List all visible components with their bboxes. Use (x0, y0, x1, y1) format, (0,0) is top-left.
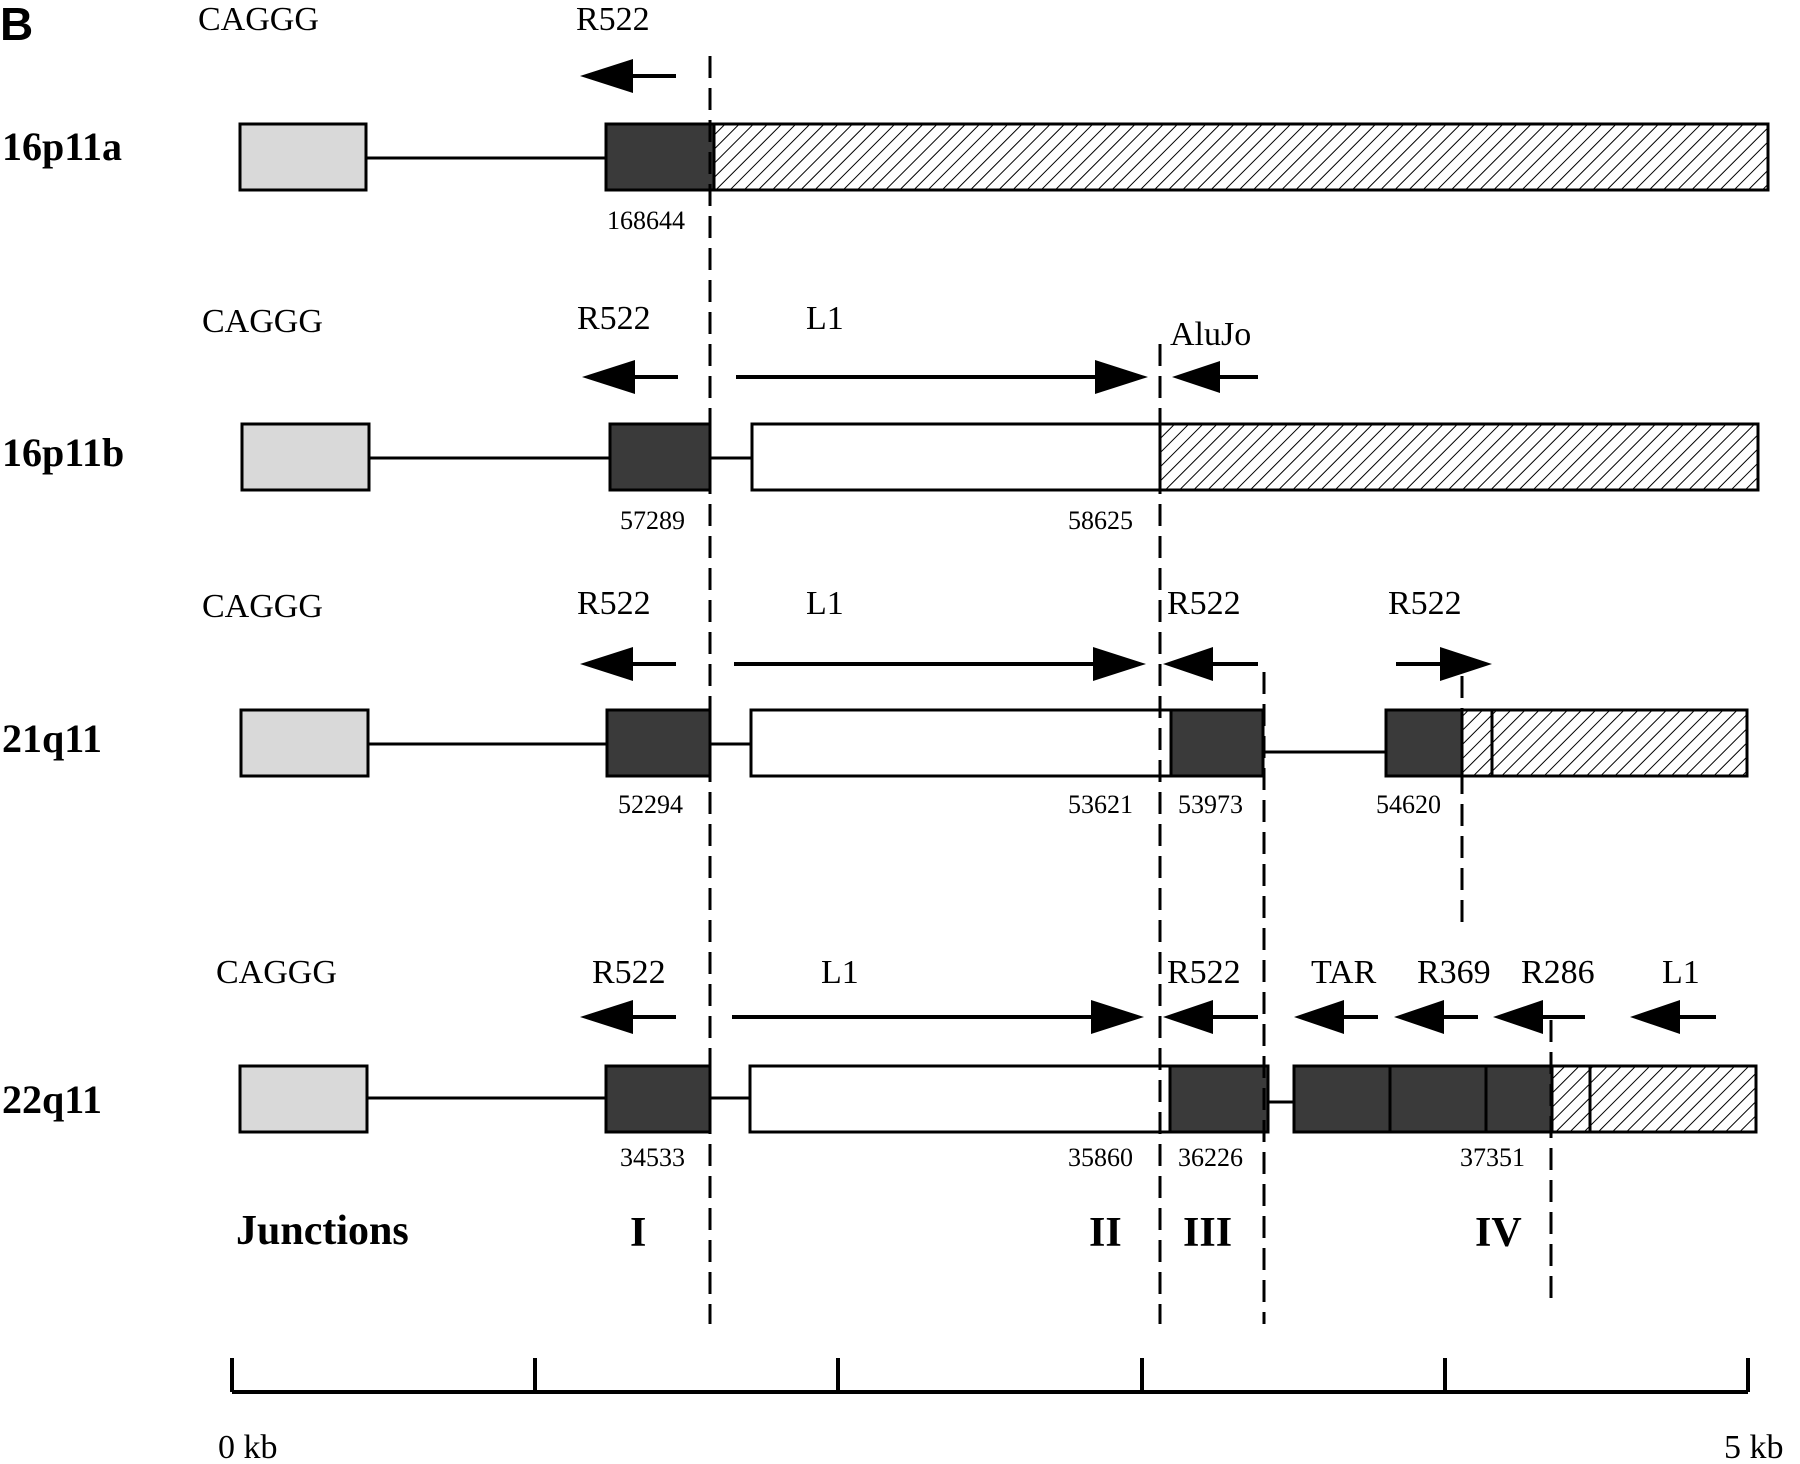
row-22q11: 22q11 CAGGG R522 L1 R522 TAR R369 R286 L… (2, 954, 1758, 1172)
position-label: 57289 (620, 506, 685, 535)
l1-box (748, 1064, 1172, 1134)
r522-box (604, 122, 716, 192)
l1-label: L1 (821, 954, 859, 991)
r522-mid-label: R522 (1167, 954, 1241, 991)
position-label: 35860 (1068, 1143, 1133, 1172)
hatched-region (712, 122, 1770, 192)
hatched-region-small (1550, 1064, 1592, 1134)
hatched-region (1490, 708, 1749, 778)
r522-mid-box (1169, 708, 1265, 778)
hatched-region-small (1460, 708, 1494, 778)
row-label: 22q11 (2, 1077, 102, 1122)
r286-box (1484, 1064, 1554, 1134)
l1-arrow (734, 647, 1146, 681)
r369-label: R369 (1417, 954, 1491, 991)
caggg-label: CAGGG (202, 588, 323, 625)
r522-right-box (1384, 708, 1464, 778)
scale-end-label: 5 kb (1724, 1429, 1784, 1464)
l1-label: L1 (806, 300, 844, 337)
row-label: 21q11 (2, 716, 102, 761)
l1-box (750, 422, 1162, 492)
r522-label: R522 (577, 300, 651, 337)
junction-label-II: II (1089, 1210, 1122, 1256)
position-label: 52294 (618, 790, 683, 819)
r522-box (608, 422, 712, 492)
l1-box (749, 708, 1173, 778)
position-label: 37351 (1460, 1143, 1525, 1172)
caggg-box (238, 1064, 369, 1134)
r522-mid-arrow (1163, 1000, 1258, 1034)
scale-start-label: 0 kb (218, 1429, 278, 1464)
scale-bar (230, 1358, 1750, 1394)
junction-labels: Junctions I II III IV (236, 1208, 1522, 1256)
r522-mid-label: R522 (1167, 585, 1241, 622)
tar-box (1292, 1064, 1392, 1134)
r522-arrow (580, 59, 676, 93)
l1-label: L1 (806, 585, 844, 622)
r286-arrow (1493, 1000, 1585, 1034)
r369-box (1388, 1064, 1488, 1134)
position-label: 53973 (1178, 790, 1243, 819)
r522-mid-arrow (1163, 647, 1258, 681)
r286-label: R286 (1521, 954, 1595, 991)
position-label: 168644 (607, 206, 685, 235)
row-label: 16p11a (2, 124, 122, 169)
r522-right-label: R522 (1388, 585, 1462, 622)
panel-letter: B (0, 0, 33, 50)
junctions-title: Junctions (236, 1208, 409, 1254)
l1-right-label: L1 (1662, 954, 1700, 991)
r522-right-arrow (1396, 647, 1492, 681)
caggg-box (240, 422, 371, 492)
r522-arrow (580, 1000, 676, 1034)
r522-box (605, 708, 712, 778)
caggg-label: CAGGG (198, 1, 319, 38)
tar-label: TAR (1311, 954, 1377, 991)
caggg-label: CAGGG (202, 303, 323, 340)
position-label: 34533 (620, 1143, 685, 1172)
position-label: 36226 (1178, 1143, 1243, 1172)
alujo-arrow (1172, 361, 1258, 393)
hatched-region (1158, 422, 1760, 492)
tar-arrow (1294, 1000, 1378, 1034)
junction-label-III: III (1183, 1210, 1232, 1256)
r369-arrow (1394, 1000, 1478, 1034)
l1-right-arrow (1630, 1000, 1716, 1034)
row-16p11b: 16p11b CAGGG R522 L1 AluJo 57289 58625 (2, 300, 1760, 535)
caggg-label: CAGGG (216, 954, 337, 991)
row-21q11: 21q11 CAGGG R522 L1 R522 R522 (2, 585, 1749, 819)
r522-label: R522 (576, 1, 650, 38)
r522-label: R522 (577, 585, 651, 622)
caggg-box (239, 708, 370, 778)
r522-arrow (580, 647, 676, 681)
r522-mid-box (1168, 1064, 1270, 1134)
junction-label-IV: IV (1475, 1210, 1522, 1256)
junction-lines (708, 56, 1553, 1324)
position-label: 58625 (1068, 506, 1133, 535)
l1-arrow (736, 360, 1148, 394)
r522-label: R522 (592, 954, 666, 991)
position-label: 53621 (1068, 790, 1133, 819)
l1-arrow (732, 1000, 1144, 1034)
junction-label-I: I (630, 1210, 646, 1256)
caggg-box (238, 122, 368, 192)
row-16p11a: 16p11a CAGGG R522 168644 (2, 1, 1770, 235)
position-label: 54620 (1376, 790, 1441, 819)
alujo-label: AluJo (1170, 316, 1251, 353)
r522-box (604, 1064, 712, 1134)
row-label: 16p11b (2, 430, 124, 475)
r522-arrow (582, 360, 678, 394)
hatched-region (1588, 1064, 1758, 1134)
